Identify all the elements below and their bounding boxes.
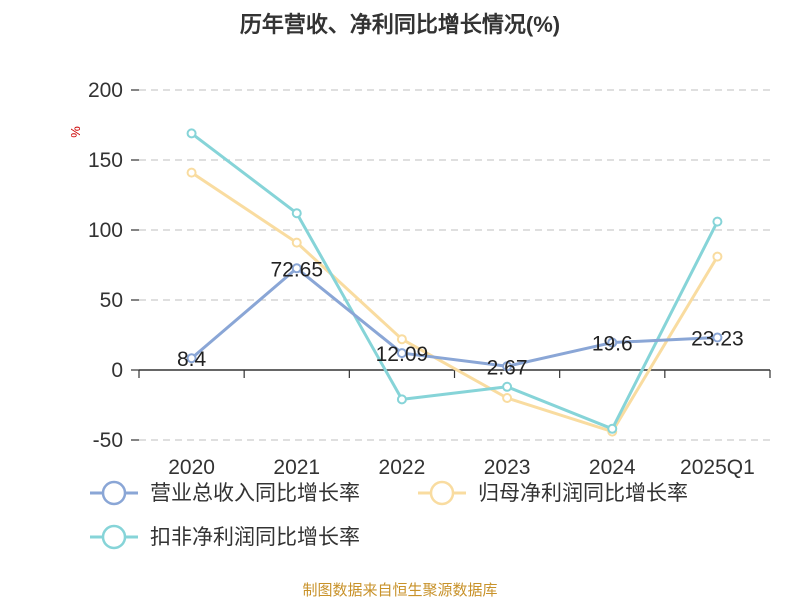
data-label: 8.4 <box>177 348 207 371</box>
x-tick-label: 2020 <box>168 456 215 479</box>
grid <box>139 89 770 441</box>
data-labels: 8.4 72.65 12.09 2.67 19.6 23.23 <box>177 258 744 379</box>
data-label: 72.65 <box>270 258 323 281</box>
legend-label: 营业总收入同比增长率 <box>150 482 360 505</box>
legend-swatch-marker <box>101 480 127 506</box>
legend-swatch-marker <box>101 524 127 550</box>
y-tick-label: 200 <box>88 79 123 102</box>
data-point <box>502 393 513 403</box>
y-tick-label: -50 <box>93 429 123 452</box>
data-point <box>607 337 618 348</box>
x-tick-label: 2025Q1 <box>680 456 755 479</box>
data-label: 12.09 <box>376 343 429 366</box>
series-layer <box>186 128 723 437</box>
legend-label: 归母净利润同比增长率 <box>478 482 688 505</box>
data-point <box>712 251 723 262</box>
series-line <box>190 132 719 431</box>
legend-item[interactable]: 扣非净利润同比增长率 <box>90 524 360 550</box>
data-point <box>186 128 197 139</box>
data-point <box>291 237 302 248</box>
y-tick-label: 50 <box>100 289 123 312</box>
data-point <box>396 334 407 345</box>
x-tick-label: 2021 <box>273 456 320 479</box>
x-tick-label: 2024 <box>589 456 636 479</box>
data-point <box>396 394 407 405</box>
data-point <box>396 348 407 359</box>
series-line <box>190 171 719 434</box>
data-label: 19.6 <box>592 333 633 356</box>
legend-label: 扣非净利润同比增长率 <box>150 526 360 549</box>
data-point <box>291 208 302 219</box>
chart-title: 历年营收、净利同比增长情况(%) <box>240 12 560 37</box>
data-point <box>607 423 618 434</box>
y-tick-label: 150 <box>88 149 123 172</box>
y-tick-label: 0 <box>111 359 123 382</box>
legend-item[interactable]: 归母净利润同比增长率 <box>418 480 688 506</box>
data-label: 23.23 <box>691 327 744 350</box>
legend-swatch-marker <box>429 480 455 506</box>
x-tick-label: 2023 <box>484 456 531 479</box>
x-tick-label: 2022 <box>379 456 426 479</box>
data-label: 2.67 <box>487 356 528 379</box>
data-point <box>291 263 302 274</box>
y-tick-label: 100 <box>88 219 123 242</box>
data-point <box>186 167 197 178</box>
data-point <box>712 332 723 343</box>
data-point <box>186 353 197 364</box>
axes: -50 0 50 100 150 200 2020 2021 2022 2023 2024 2025Q… <box>88 79 771 479</box>
legend-item[interactable]: 营业总收入同比增长率 <box>90 480 360 506</box>
data-point <box>502 381 513 392</box>
data-point <box>712 216 723 227</box>
source-note: 制图数据来自恒生聚源数据库 <box>302 582 497 599</box>
data-point <box>502 361 513 372</box>
series-line <box>190 266 718 368</box>
y-unit-label: % <box>68 126 83 138</box>
